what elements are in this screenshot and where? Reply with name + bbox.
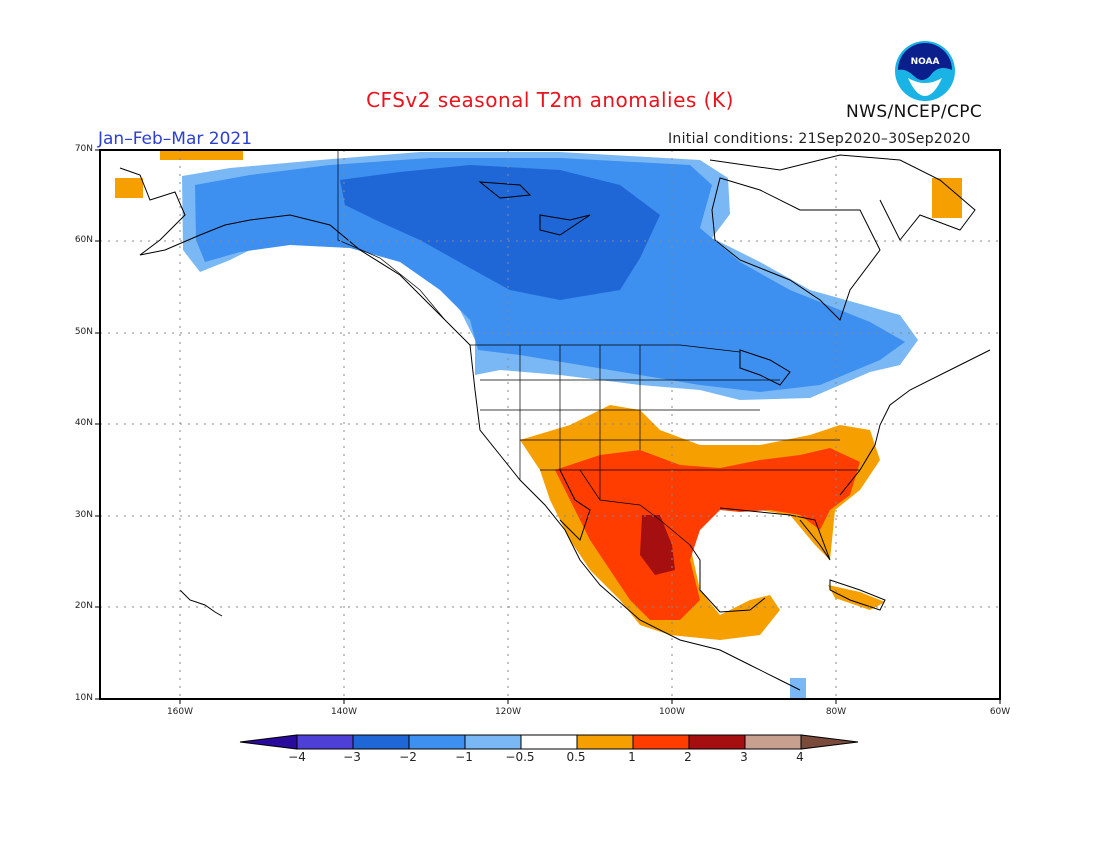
colorbar-label: −0.5 <box>505 750 535 764</box>
colorbar-arrow-right <box>800 734 859 750</box>
lat-label: 40N <box>74 418 93 428</box>
colorbar-label: −1 <box>455 750 473 764</box>
colorbar-label: 3 <box>740 750 748 764</box>
anomaly-warm-patch <box>160 150 243 160</box>
colorbar-label: 1 <box>628 750 636 764</box>
lat-label: 60N <box>74 235 93 245</box>
logo-text: NOAA <box>911 57 940 67</box>
colorbar-segment <box>520 734 578 750</box>
lon-label: 100W <box>658 707 686 717</box>
lat-label: 20N <box>74 601 93 611</box>
lon-label: 80W <box>825 707 847 717</box>
lon-label: 160W <box>166 707 194 717</box>
colorbar-segment <box>688 734 746 750</box>
colorbar-label: −2 <box>399 750 417 764</box>
anomaly-warm-patch <box>932 178 962 218</box>
colorbar-segment <box>576 734 634 750</box>
borders <box>337 150 860 546</box>
colorbar-label: −3 <box>343 750 361 764</box>
colorbar-segment <box>744 734 802 750</box>
anomaly-hot-region <box>555 448 860 620</box>
lat-label: 10N <box>74 693 93 703</box>
forecast-period: Jan–Feb–Mar 2021 <box>98 129 253 149</box>
colorbar-label: 4 <box>796 750 804 764</box>
lon-label: 140W <box>330 707 358 717</box>
colorbar-segment <box>352 734 410 750</box>
anomaly-very-hot-region <box>640 515 675 575</box>
colorbar-segment <box>632 734 690 750</box>
axis-ticks <box>95 149 1001 704</box>
colorbar-label: 0.5 <box>566 750 586 764</box>
anomaly-cold-strong-region <box>340 165 660 300</box>
initial-conditions: Initial conditions: 21Sep2020–30Sep2020 <box>668 131 971 147</box>
lon-label: 120W <box>494 707 522 717</box>
lat-label: 70N <box>74 144 93 154</box>
map-title: CFSv2 seasonal T2m anomalies (K) <box>366 88 734 112</box>
colorbar-segment <box>296 734 354 750</box>
graticule <box>100 150 1000 699</box>
lat-label: 50N <box>74 327 93 337</box>
coastlines <box>119 154 991 691</box>
anomaly-warm-caribbean <box>828 585 885 610</box>
colorbar-segment <box>408 734 466 750</box>
colorbar-segment <box>464 734 522 750</box>
agency-label: NWS/NCEP/CPC <box>846 102 983 122</box>
lat-label: 30N <box>74 510 93 520</box>
anomaly-warm-patch <box>115 178 143 198</box>
colorbar-label: −4 <box>288 750 306 764</box>
lon-label: 60W <box>989 707 1011 717</box>
anomaly-cool-patch <box>790 678 806 698</box>
colorbar-arrow-left <box>239 734 298 750</box>
noaa-logo: NOAA <box>894 40 956 106</box>
colorbar-label: 2 <box>684 750 692 764</box>
